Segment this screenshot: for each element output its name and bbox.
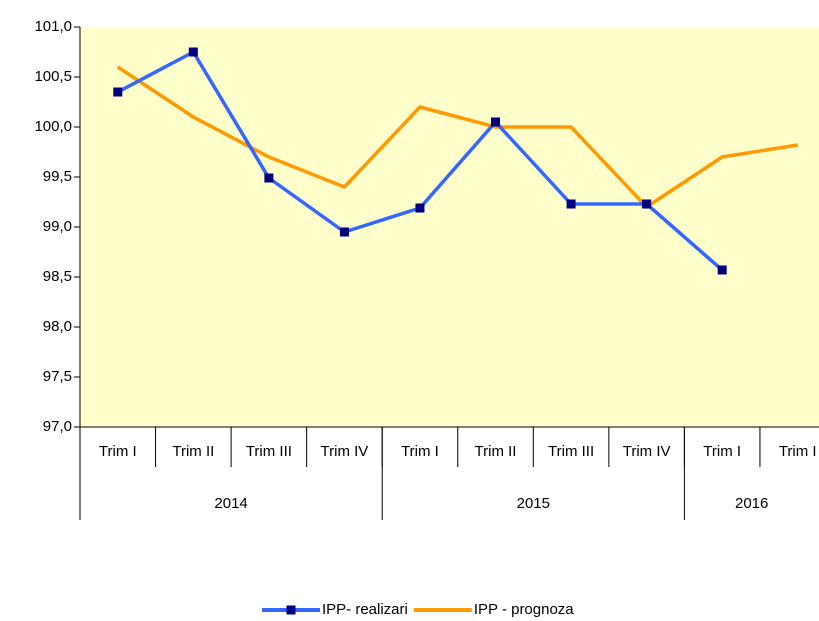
- point-marker: [264, 173, 274, 183]
- x-tick-label: Trim IV: [321, 443, 369, 460]
- point-marker: [491, 117, 501, 127]
- point-marker: [113, 87, 123, 97]
- x-tick-label: Trim II: [172, 443, 214, 460]
- point-marker: [339, 227, 349, 237]
- x-tick-label: Trim III: [246, 443, 292, 460]
- group-label: 2015: [517, 495, 550, 512]
- x-tick-label: Trim I: [703, 443, 741, 460]
- y-tick-label: 97,5: [43, 368, 72, 385]
- y-tick-label: 100,0: [34, 118, 72, 135]
- point-marker: [415, 203, 425, 213]
- x-tick-label: Trim IV: [623, 443, 671, 460]
- y-tick-label: 99,5: [43, 168, 72, 185]
- x-tick-label: Trim III: [548, 443, 594, 460]
- x-tick-label: Trim I: [401, 443, 439, 460]
- y-tick-label: 97,0: [43, 418, 72, 435]
- point-marker: [642, 199, 652, 209]
- point-marker: [188, 47, 198, 57]
- x-tick-label: Trim I: [779, 443, 817, 460]
- plot-area: [80, 27, 819, 427]
- x-tick-label: Trim II: [475, 443, 517, 460]
- legend-label: IPP- realizari: [322, 601, 408, 618]
- y-tick-label: 99,0: [43, 218, 72, 235]
- y-tick-label: 98,0: [43, 318, 72, 335]
- point-marker: [566, 199, 576, 209]
- legend-label: IPP - prognoza: [474, 601, 574, 618]
- x-tick-label: Trim I: [99, 443, 137, 460]
- series-line: [116, 65, 798, 209]
- y-tick-label: 101,0: [34, 18, 72, 35]
- point-marker: [717, 265, 727, 275]
- y-tick-label: 98,5: [43, 268, 72, 285]
- y-tick-label: 100,5: [34, 68, 72, 85]
- legend-marker: [286, 605, 296, 615]
- group-label: 2016: [735, 495, 768, 512]
- group-label: 2014: [214, 495, 247, 512]
